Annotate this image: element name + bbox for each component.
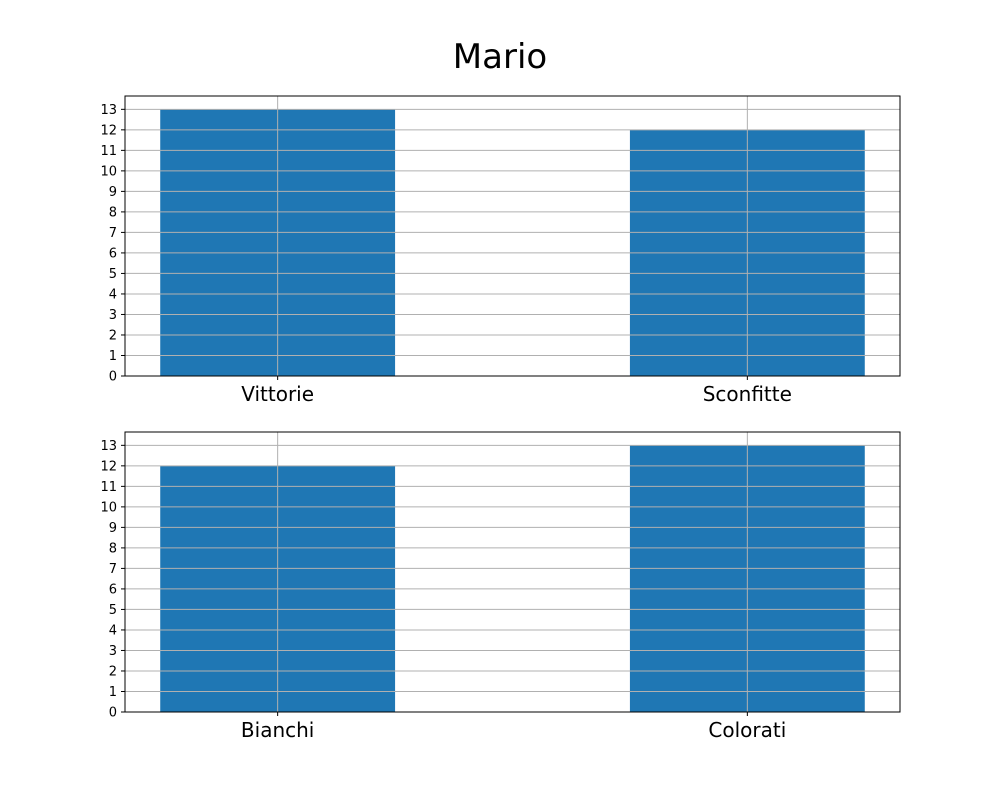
y-tick-label: 7 [109, 226, 117, 241]
y-tick-label: 5 [109, 603, 117, 618]
y-tick-label: 8 [109, 541, 117, 556]
y-tick-label: 1 [109, 349, 117, 364]
y-tick-label: 9 [109, 185, 117, 200]
y-tick-label: 13 [100, 103, 117, 118]
y-tick-label: 2 [109, 664, 117, 679]
y-tick-label: 0 [109, 370, 117, 385]
y-tick-label: 2 [109, 328, 117, 343]
y-tick-label: 11 [100, 144, 117, 159]
y-tick-label: 13 [100, 439, 117, 454]
y-tick-label: 0 [109, 706, 117, 721]
y-tick-label: 4 [109, 287, 117, 302]
y-tick-label: 12 [100, 459, 117, 474]
y-tick-label: 8 [109, 205, 117, 220]
figure-title: Mario [453, 37, 547, 77]
y-tick-label: 4 [109, 623, 117, 638]
axes-frame [124, 431, 901, 713]
y-tick-label: 10 [100, 500, 117, 515]
y-tick-label: 9 [109, 521, 117, 536]
y-tick-label: 1 [109, 685, 117, 700]
y-tick-label: 12 [100, 123, 117, 138]
y-tick-label: 10 [100, 164, 117, 179]
y-tick-label: 6 [109, 246, 117, 261]
axes-frame [124, 95, 901, 377]
y-tick-label: 11 [100, 480, 117, 495]
y-tick-label: 7 [109, 562, 117, 577]
y-tick-label: 5 [109, 267, 117, 282]
x-tick-label-colorati: Colorati [708, 718, 786, 742]
y-tick-label: 3 [109, 644, 117, 659]
x-tick-label-bianchi: Bianchi [241, 718, 314, 742]
x-tick-label-vittorie: Vittorie [241, 382, 314, 406]
y-tick-label: 6 [109, 582, 117, 597]
x-tick-label-sconfitte: Sconfitte [703, 382, 792, 406]
y-tick-label: 3 [109, 308, 117, 323]
